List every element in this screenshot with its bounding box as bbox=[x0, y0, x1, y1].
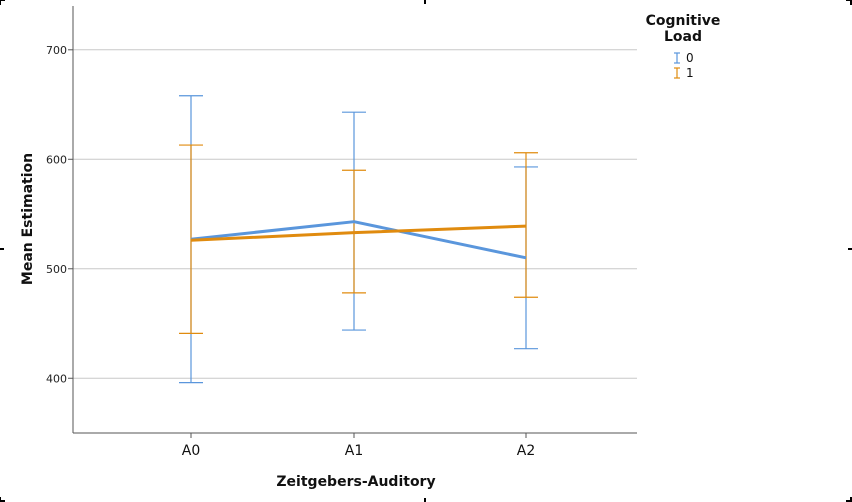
x-tick-label-A1: A1 bbox=[345, 443, 363, 459]
legend-item-1: 1 bbox=[674, 66, 694, 80]
y-tick-label-600: 600 bbox=[46, 153, 67, 166]
grid-lines bbox=[68, 49, 637, 379]
series-line-0 bbox=[190, 220, 527, 260]
y-tick-labels: 400 500 600 700 bbox=[46, 44, 67, 385]
y-tick-label-400: 400 bbox=[46, 372, 67, 385]
series-group bbox=[179, 95, 538, 384]
x-tick-label-A0: A0 bbox=[182, 443, 200, 459]
y-tick-label-700: 700 bbox=[46, 44, 67, 57]
legend-label-0: 0 bbox=[686, 51, 694, 65]
y-axis-title: Mean Estimation bbox=[20, 153, 36, 285]
x-tick-labels: A0 A1 A2 bbox=[182, 433, 535, 459]
legend-label-1: 1 bbox=[686, 66, 694, 80]
series-1-error-bars bbox=[179, 144, 538, 334]
legend-items: 01 bbox=[674, 51, 694, 80]
series-line-1 bbox=[190, 224, 527, 242]
axes bbox=[72, 6, 637, 434]
legend: Cognitive Load 01 bbox=[646, 13, 721, 80]
x-tick-label-A2: A2 bbox=[517, 443, 535, 459]
legend-title-line1: Cognitive bbox=[646, 13, 721, 29]
x-axis-title: Zeitgebers-Auditory bbox=[276, 474, 435, 490]
legend-title-line2: Load bbox=[664, 29, 702, 45]
legend-item-0: 0 bbox=[674, 51, 694, 65]
y-tick-label-500: 500 bbox=[46, 263, 67, 276]
